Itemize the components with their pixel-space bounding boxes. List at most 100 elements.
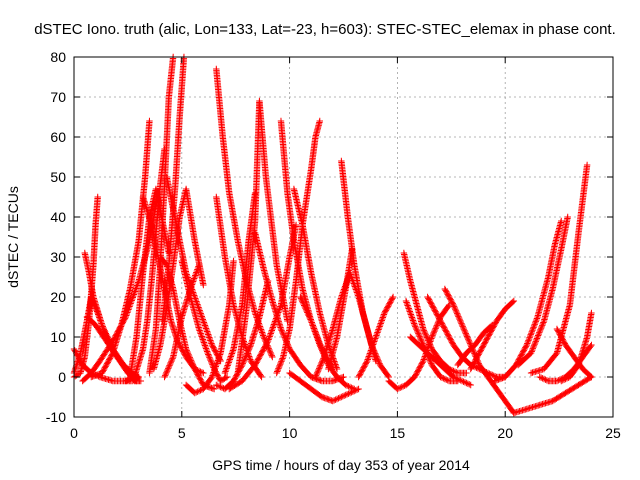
- data-point: [375, 324, 383, 332]
- data-point: [317, 344, 325, 352]
- data-point: [369, 341, 377, 348]
- data-point: [193, 269, 200, 276]
- data-point: [465, 337, 473, 344]
- data-point: [205, 332, 212, 340]
- data-point: [464, 380, 472, 387]
- data-point: [228, 351, 235, 359]
- data-point: [207, 357, 214, 364]
- data-point: [100, 326, 108, 333]
- data-point: [414, 368, 421, 375]
- data-point: [261, 344, 268, 351]
- data-point: [443, 376, 450, 383]
- data-point: [466, 340, 474, 347]
- data-point: [424, 335, 431, 343]
- data-point: [211, 347, 219, 354]
- data-point: [257, 324, 264, 332]
- data-point: [123, 377, 131, 384]
- data-point: [450, 301, 457, 309]
- data-point: [379, 315, 386, 323]
- data-point: [228, 350, 236, 357]
- data-point: [341, 392, 348, 399]
- data-point: [470, 360, 477, 367]
- data-point: [199, 336, 207, 343]
- data-point: [316, 117, 323, 125]
- data-point: [188, 358, 195, 366]
- data-point: [211, 366, 218, 373]
- data-point: [416, 334, 424, 342]
- data-point: [384, 304, 391, 311]
- data-point: [407, 311, 415, 318]
- data-point: [199, 334, 206, 342]
- data-point: [229, 347, 237, 354]
- data-point: [186, 354, 194, 361]
- data-point: [189, 279, 196, 287]
- data-point: [195, 325, 203, 333]
- series-arc25: [226, 221, 300, 393]
- data-point: [381, 309, 388, 317]
- data-point: [320, 355, 327, 362]
- data-point: [278, 358, 285, 365]
- data-point: [433, 323, 440, 331]
- data-point: [192, 367, 199, 374]
- data-point: [453, 308, 460, 316]
- data-point: [375, 357, 382, 364]
- data-point: [213, 360, 221, 367]
- series-arc07: [88, 117, 153, 381]
- data-point: [312, 372, 320, 379]
- data-point: [466, 381, 473, 388]
- data-point: [244, 348, 251, 356]
- data-point: [226, 356, 233, 363]
- data-point: [310, 325, 318, 332]
- data-point: [376, 321, 384, 329]
- data-point: [297, 293, 304, 301]
- data-point: [352, 387, 359, 394]
- series-arc24: [251, 229, 347, 385]
- data-point: [302, 305, 309, 312]
- data-point: [193, 267, 201, 275]
- data-point: [444, 331, 451, 338]
- data-point: [440, 375, 447, 382]
- data-point: [197, 330, 204, 337]
- data-point: [198, 331, 205, 339]
- data-point: [441, 325, 449, 333]
- data-point: [366, 351, 373, 359]
- grid: [74, 57, 613, 417]
- data-point: [526, 334, 533, 341]
- data-point: [277, 325, 285, 333]
- data-point: [406, 308, 413, 315]
- data-point: [408, 312, 415, 320]
- data-point: [416, 364, 423, 371]
- data-point: [223, 365, 230, 372]
- data-point: [307, 316, 314, 323]
- data-point: [462, 330, 469, 337]
- data-point: [203, 348, 211, 355]
- data-point: [194, 264, 202, 272]
- data-point: [197, 310, 204, 317]
- data-point: [459, 323, 466, 330]
- data-point: [273, 313, 280, 321]
- data-point: [298, 296, 305, 304]
- data-point: [319, 356, 327, 364]
- data-point: [435, 313, 442, 321]
- data-point: [381, 308, 389, 315]
- data-point: [195, 372, 202, 379]
- data-point: [355, 385, 362, 393]
- data-point: [426, 340, 433, 347]
- data-point: [230, 257, 237, 265]
- data-point: [453, 369, 460, 376]
- data-point: [426, 357, 434, 364]
- data-point: [203, 326, 210, 334]
- data-point: [200, 317, 207, 325]
- data-point: [196, 308, 204, 316]
- data-point: [313, 332, 320, 340]
- data-point: [438, 320, 446, 327]
- data-point: [271, 318, 279, 325]
- data-point: [431, 326, 439, 334]
- data-point: [194, 266, 201, 273]
- data-point: [300, 300, 307, 308]
- data-point: [182, 345, 190, 353]
- data-point: [423, 334, 431, 341]
- data-point: [100, 365, 108, 373]
- data-point: [371, 336, 378, 344]
- data-point: [269, 353, 276, 361]
